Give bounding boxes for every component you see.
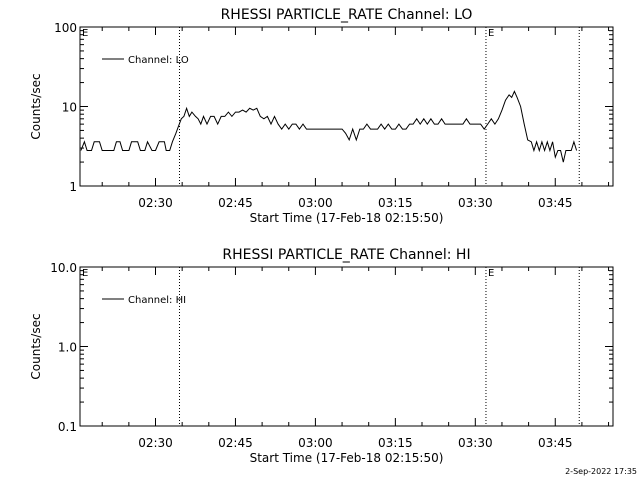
y-tick-label: 10.0	[50, 261, 77, 275]
series-line	[80, 90, 578, 163]
x-tick-label: 03:45	[538, 196, 573, 210]
x-tick-label: 02:30	[138, 196, 173, 210]
footer-timestamp: 2-Sep-2022 17:35	[565, 467, 637, 476]
chart-title: RHESSI PARTICLE_RATE Channel: LO	[221, 7, 473, 23]
x-tick-label: 03:45	[538, 436, 573, 450]
x-axis-label: Start Time (17-Feb-18 02:15:50)	[250, 451, 444, 465]
event-marker: E	[488, 268, 494, 279]
plot-frame	[79, 26, 614, 187]
x-tick-label: 03:15	[378, 436, 413, 450]
panel-lo: RHESSI PARTICLE_RATE Channel: LO Counts/s…	[29, 7, 614, 225]
x-tick-label: 02:45	[218, 196, 253, 210]
x-tick-label: 02:45	[218, 436, 253, 450]
y-tick-label: 0.1	[58, 420, 77, 434]
y-axis-label: Counts/sec	[29, 73, 43, 139]
y-tick-label: 10	[62, 101, 77, 115]
chart-title: RHESSI PARTICLE_RATE Channel: HI	[222, 247, 470, 263]
plot-frame	[79, 266, 614, 427]
x-tick-label: 03:00	[298, 436, 333, 450]
x-tick-label: 03:15	[378, 196, 413, 210]
x-tick-label: 03:30	[458, 196, 493, 210]
x-axis-label: Start Time (17-Feb-18 02:15:50)	[250, 211, 444, 225]
x-tick-label: 03:00	[298, 196, 333, 210]
y-tick-label: 1.0	[58, 341, 77, 355]
y-tick-label: 100	[54, 21, 77, 35]
legend-entry: Channel: LO	[128, 55, 189, 66]
panel-hi: RHESSI PARTICLE_RATE Channel: HI Counts/s…	[29, 247, 614, 465]
event-marker: E	[82, 268, 88, 279]
event-marker: E	[488, 28, 494, 39]
x-tick-label: 03:30	[458, 436, 493, 450]
x-tick-label: 02:30	[138, 436, 173, 450]
event-marker: E	[82, 28, 88, 39]
y-axis-label: Counts/sec	[29, 313, 43, 379]
legend-entry: Channel: HI	[128, 295, 186, 306]
y-tick-label: 1	[69, 180, 77, 194]
